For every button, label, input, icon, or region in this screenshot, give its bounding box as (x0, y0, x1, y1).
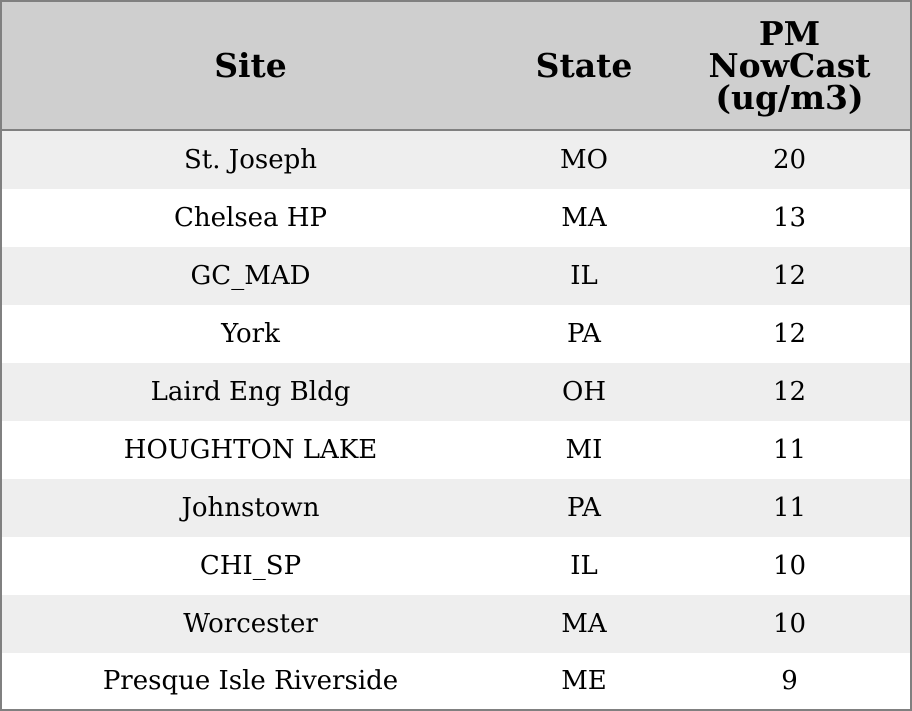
table-row: Presque Isle Riverside ME 9 (2, 653, 910, 709)
site-cell: Presque Isle Riverside (2, 653, 499, 709)
column-header-pm-nowcast: PM NowCast (ug/m3) (669, 2, 910, 131)
pm-nowcast-cell: 11 (669, 479, 910, 537)
site-cell: Chelsea HP (2, 189, 499, 247)
column-header-state-text: State (535, 45, 633, 85)
pm-nowcast-cell: 11 (669, 421, 910, 479)
pm-nowcast-cell: 12 (669, 305, 910, 363)
state-cell: MI (499, 421, 669, 479)
table-row: HOUGHTON LAKE MI 11 (2, 421, 910, 479)
site-cell: St. Joseph (2, 130, 499, 189)
column-header-site-text: Site (214, 45, 287, 85)
column-header-state: State (499, 2, 669, 131)
state-cell: OH (499, 363, 669, 421)
table-row: Johnstown PA 11 (2, 479, 910, 537)
table-row: Worcester MA 10 (2, 595, 910, 653)
pm-nowcast-cell: 13 (669, 189, 910, 247)
state-cell: PA (499, 479, 669, 537)
table-row: St. Joseph MO 20 (2, 130, 910, 189)
column-header-pm-line-2: NowCast (708, 45, 871, 85)
state-cell: MA (499, 595, 669, 653)
header-row: Site State PM NowCast (ug/m3) (2, 2, 910, 131)
site-cell: HOUGHTON LAKE (2, 421, 499, 479)
table-body: St. Joseph MO 20 Chelsea HP MA 13 GC_MAD IL 12 Yo… (2, 130, 910, 709)
state-cell: IL (499, 247, 669, 305)
table-row: GC_MAD IL 12 (2, 247, 910, 305)
table-row: CHI_SP IL 10 (2, 537, 910, 595)
column-header-pm-line-1: PM (758, 13, 821, 53)
state-cell: ME (499, 653, 669, 709)
pm-nowcast-cell: 20 (669, 130, 910, 189)
pm-nowcast-cell: 12 (669, 247, 910, 305)
site-cell: Worcester (2, 595, 499, 653)
column-header-pm-line-3: (ug/m3) (715, 77, 864, 117)
table-row: Chelsea HP MA 13 (2, 189, 910, 247)
site-cell: York (2, 305, 499, 363)
table-header: Site State PM NowCast (ug/m3) (2, 2, 910, 131)
state-cell: MA (499, 189, 669, 247)
pm-nowcast-cell: 10 (669, 595, 910, 653)
state-cell: MO (499, 130, 669, 189)
site-cell: Johnstown (2, 479, 499, 537)
column-header-site: Site (2, 2, 499, 131)
state-cell: IL (499, 537, 669, 595)
pm-nowcast-cell: 12 (669, 363, 910, 421)
site-cell: CHI_SP (2, 537, 499, 595)
pm-nowcast-cell: 10 (669, 537, 910, 595)
site-cell: GC_MAD (2, 247, 499, 305)
table-row: Laird Eng Bldg OH 12 (2, 363, 910, 421)
table-row: York PA 12 (2, 305, 910, 363)
pm-nowcast-cell: 9 (669, 653, 910, 709)
site-cell: Laird Eng Bldg (2, 363, 499, 421)
state-cell: PA (499, 305, 669, 363)
